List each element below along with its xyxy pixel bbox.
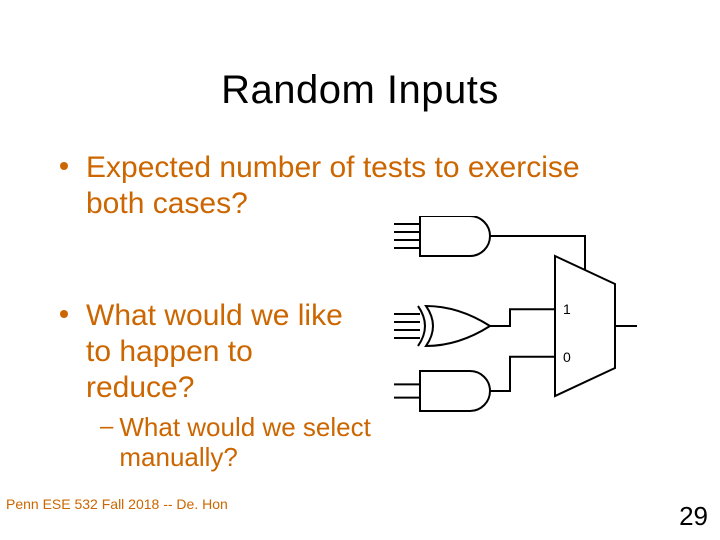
slide: Random Inputs Expected number of tests t… [0,0,720,540]
dash-icon: – [100,412,113,442]
bullet-2-text: What would we like to happen to reduce? [86,298,360,406]
bullet-dot-icon [60,162,68,170]
footer-text: Penn ESE 532 Fall 2018 -- De. Hon [6,496,228,512]
logic-diagram: 10 [360,216,640,436]
diagram-svg: 10 [360,216,640,436]
bullet-1-text: Expected number of tests to exercise bot… [86,150,620,222]
svg-text:1: 1 [563,301,571,317]
page-number: 29 [679,501,708,532]
slide-title: Random Inputs [0,68,720,113]
svg-text:0: 0 [563,349,571,365]
bullet-2: What would we like to happen to reduce? [60,298,360,406]
bullet-dot-icon [60,310,68,318]
bullet-3: – What would we select manually? [100,412,380,472]
bullet-3-text: What would we select manually? [119,412,380,472]
bullet-1: Expected number of tests to exercise bot… [60,150,620,222]
